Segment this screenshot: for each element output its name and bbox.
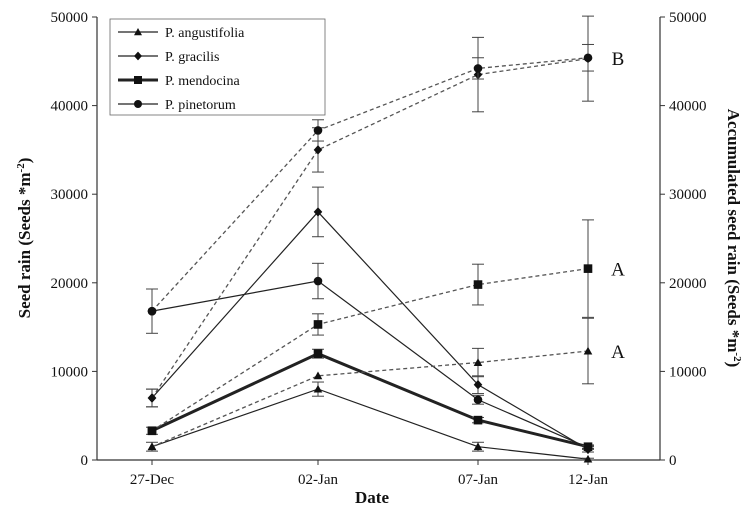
data-point [313, 371, 323, 380]
y-axis-title-right: Accumulated seed rain (Seeds *m-2) [724, 109, 743, 368]
data-point [313, 145, 323, 155]
y-tick-label-right: 30000 [669, 187, 707, 203]
seed-rain-series [147, 262, 594, 452]
axes: 0 0 10000 10000 20000 20000 30000 30000 40000 400… [15, 10, 743, 507]
data-point [473, 415, 483, 425]
legend-marker [134, 100, 142, 108]
legend-box [109, 18, 326, 116]
data-point [473, 64, 483, 73]
data-point [583, 346, 593, 355]
legend-label: P. angustifolia [165, 26, 245, 41]
accumulated-series [146, 43, 594, 334]
y-tick-label-right: 50000 [669, 10, 707, 26]
y-tick-label-left: 40000 [51, 99, 89, 115]
data-point [473, 442, 483, 451]
data-point [147, 306, 157, 316]
data-point [313, 349, 323, 358]
data-point [473, 379, 483, 390]
legend: P. angustifolia P. gracilis P. mendocina P.… [109, 18, 326, 116]
seed-rain-series [146, 381, 594, 463]
data-point [313, 384, 323, 393]
significance-letter: B [612, 49, 625, 70]
x-tick-label: 07-Jan [458, 472, 498, 488]
y-tick-label-right: 10000 [669, 364, 707, 380]
data-point [583, 454, 593, 463]
data-point [147, 393, 157, 403]
data-point [473, 280, 483, 289]
data-point [583, 264, 593, 273]
x-tick-label: 02-Jan [298, 472, 338, 488]
data-point [473, 358, 483, 366]
data-point [313, 320, 323, 329]
series-line [151, 267, 589, 432]
significance-letter: A [611, 260, 625, 281]
y-tick-label-right: 40000 [669, 99, 707, 115]
legend-label: P. gracilis [165, 50, 219, 65]
accumulated-series [147, 219, 594, 436]
data-point [147, 426, 157, 436]
series-line [151, 57, 589, 312]
y-tick-label-right: 0 [669, 453, 677, 469]
legend-marker [134, 51, 142, 61]
legend-marker [134, 76, 142, 84]
series-line [151, 350, 589, 448]
accumulated-series [147, 317, 594, 451]
data-point [473, 395, 483, 405]
seed-rain-series [146, 348, 594, 452]
legend-label: P. mendocina [165, 74, 240, 89]
y-tick-label-left: 10000 [51, 364, 89, 380]
seed-rain-series [146, 186, 594, 455]
series-line [151, 388, 589, 460]
data-point [147, 442, 157, 451]
y-tick-label-right: 20000 [669, 276, 707, 292]
x-tick-label: 12-Jan [568, 472, 608, 488]
y-tick-label-left: 20000 [51, 276, 89, 292]
data-point [313, 126, 323, 135]
data-point [583, 443, 593, 452]
data-point [583, 53, 593, 63]
y-tick-label-left: 30000 [51, 187, 89, 203]
legend-label: P. pinetorum [165, 98, 236, 113]
data-point [313, 276, 323, 286]
series-line [151, 211, 589, 450]
series-line [151, 280, 589, 449]
y-tick-label-left: 0 [81, 453, 89, 469]
x-axis-title: Date [355, 488, 389, 507]
y-axis-title-left: Seed rain (Seeds *m-2) [15, 158, 34, 319]
series-line [151, 352, 589, 449]
x-tick-label: 27-Dec [130, 472, 174, 488]
y-tick-label-left: 50000 [51, 10, 89, 26]
series-line [151, 57, 589, 399]
legend-marker [134, 28, 142, 36]
significance-letter: A [611, 342, 625, 363]
data-point [313, 207, 323, 217]
